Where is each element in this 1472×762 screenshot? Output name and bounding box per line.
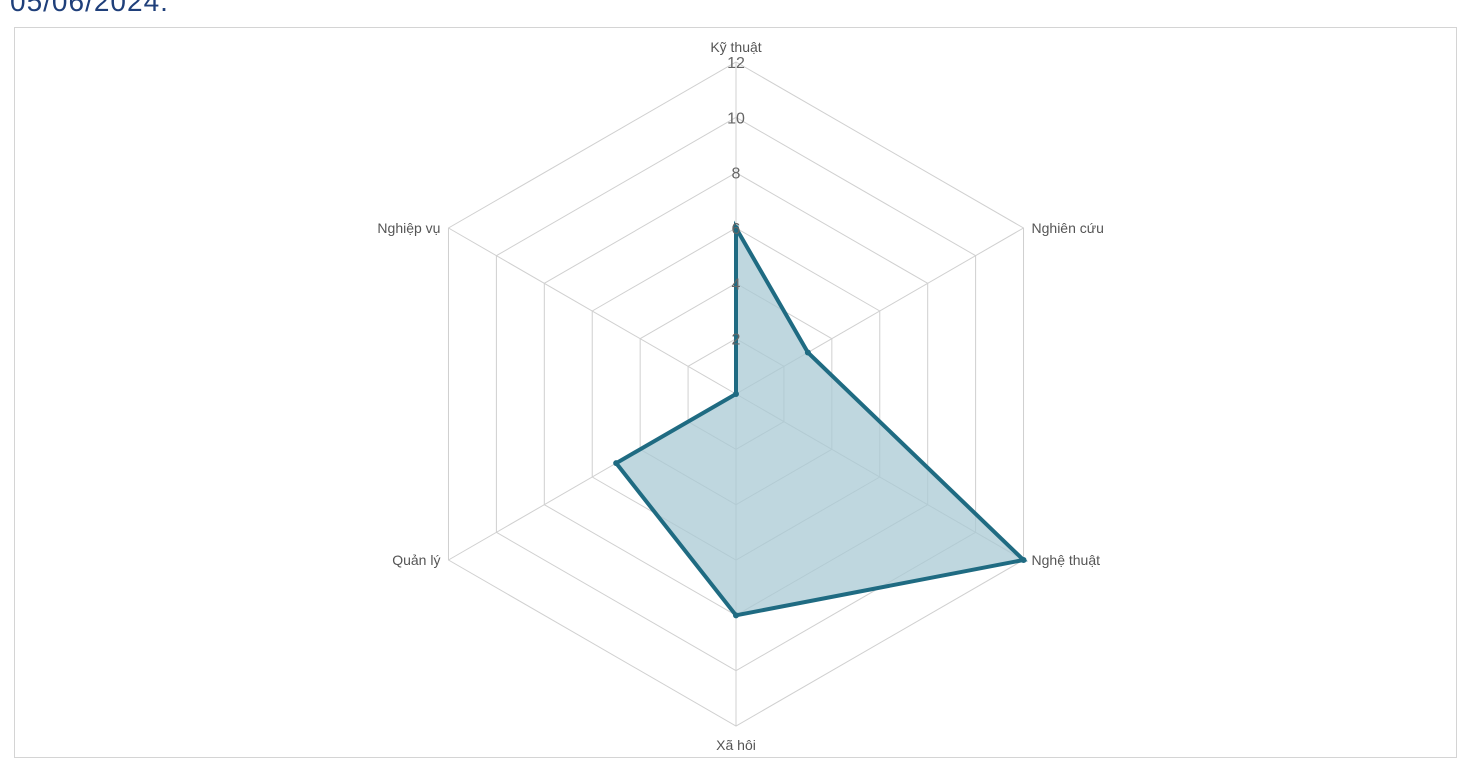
data-point — [1020, 557, 1027, 563]
data-point — [733, 391, 739, 397]
axis-label: Xã hôi — [716, 737, 756, 753]
tick-label: 10 — [727, 110, 745, 127]
axis-spoke — [448, 227, 737, 395]
date-text: 05/06/2024. — [10, 0, 169, 17]
data-point — [613, 460, 620, 467]
tick-label: 12 — [727, 55, 745, 72]
tick-label: 2 — [732, 332, 741, 349]
tick-label: 4 — [732, 276, 741, 293]
label-layer: Kỹ thuật Nghiên cứu Nghệ thuật Xã hôi Quản l… — [377, 39, 1104, 753]
axis-label: Kỹ thuật — [710, 39, 761, 55]
radar-chart: 2 4 6 8 10 12 Kỹ thuật Nghiên cứu Nghệ thuật Xã … — [377, 39, 1104, 753]
chart-panel: 2 4 6 8 10 12 Kỹ thuật Nghiên cứu Nghệ thuật Xã … — [14, 27, 1457, 758]
series-area — [613, 220, 1028, 618]
data-point — [733, 225, 739, 231]
series-layer — [613, 220, 1028, 619]
axis-label: Quản lý — [392, 552, 440, 568]
data-point — [804, 349, 811, 356]
axis-label: Nghiệp vụ — [377, 220, 440, 236]
data-point — [733, 612, 739, 619]
tick-label: 8 — [732, 166, 741, 183]
tick-layer: 2 4 6 8 10 12 — [727, 55, 745, 349]
axis-label: Nghiên cứu — [1032, 220, 1104, 236]
tick-label: 6 — [732, 221, 741, 238]
axis-label: Nghệ thuật — [1032, 552, 1101, 568]
